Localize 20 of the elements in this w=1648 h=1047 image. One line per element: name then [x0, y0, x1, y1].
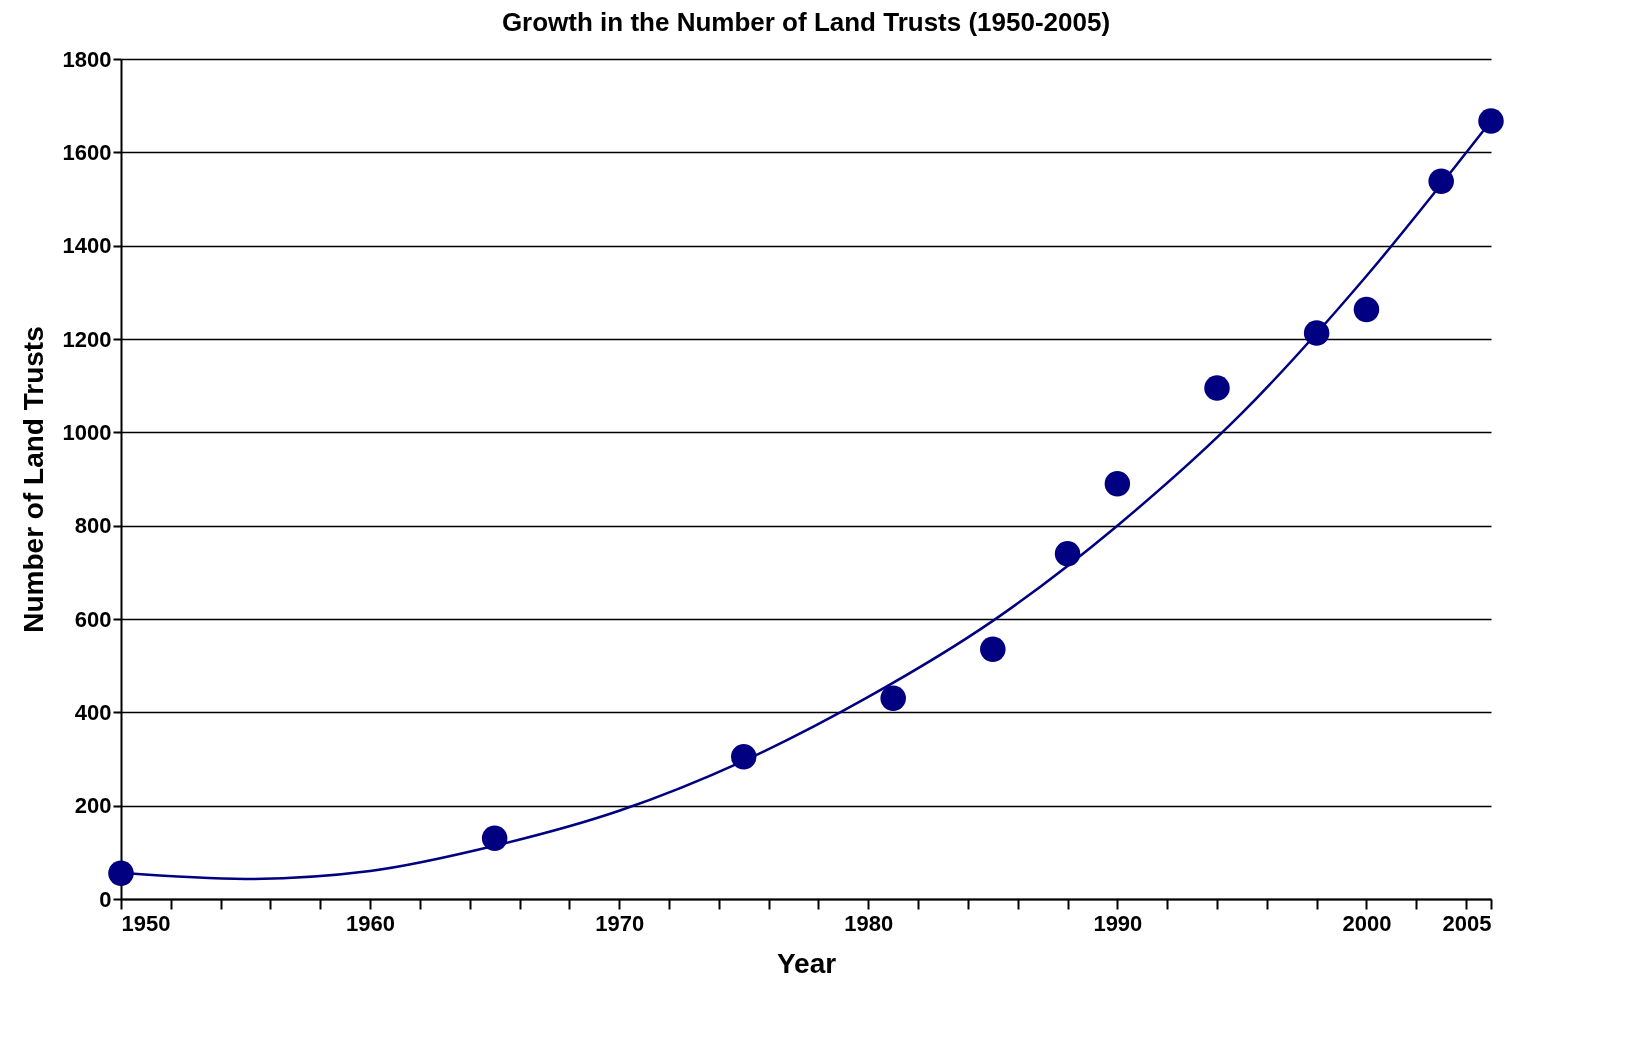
- y-tick-label: 400: [74, 699, 112, 725]
- y-axis-title: Number of Land Trusts: [17, 326, 49, 633]
- y-tick-label: 200: [74, 793, 112, 819]
- x-tick-label: 1980: [844, 910, 894, 936]
- y-tick-label: 0: [99, 886, 112, 912]
- y-tick-label: 1000: [62, 419, 112, 445]
- y-tick-label: 1600: [62, 139, 112, 165]
- x-axis-title: Year: [776, 947, 837, 979]
- y-tick-label: 800: [74, 513, 112, 539]
- x-tick-label: 2005: [1442, 910, 1492, 936]
- y-tick-label: 1400: [62, 233, 112, 259]
- x-tick-label: 1950: [121, 910, 171, 936]
- x-tick-label: 1960: [346, 910, 396, 936]
- x-tick-label: 1970: [595, 910, 645, 936]
- y-tick-label: 1800: [62, 46, 112, 72]
- y-tick-label: 1200: [62, 326, 112, 352]
- chart-title: Growth in the Number of Land Trusts (1950-2005): [501, 7, 1111, 37]
- y-tick-label: 600: [74, 606, 112, 632]
- x-tick-label: 1990: [1093, 910, 1143, 936]
- x-tick-label: 2000: [1342, 910, 1392, 936]
